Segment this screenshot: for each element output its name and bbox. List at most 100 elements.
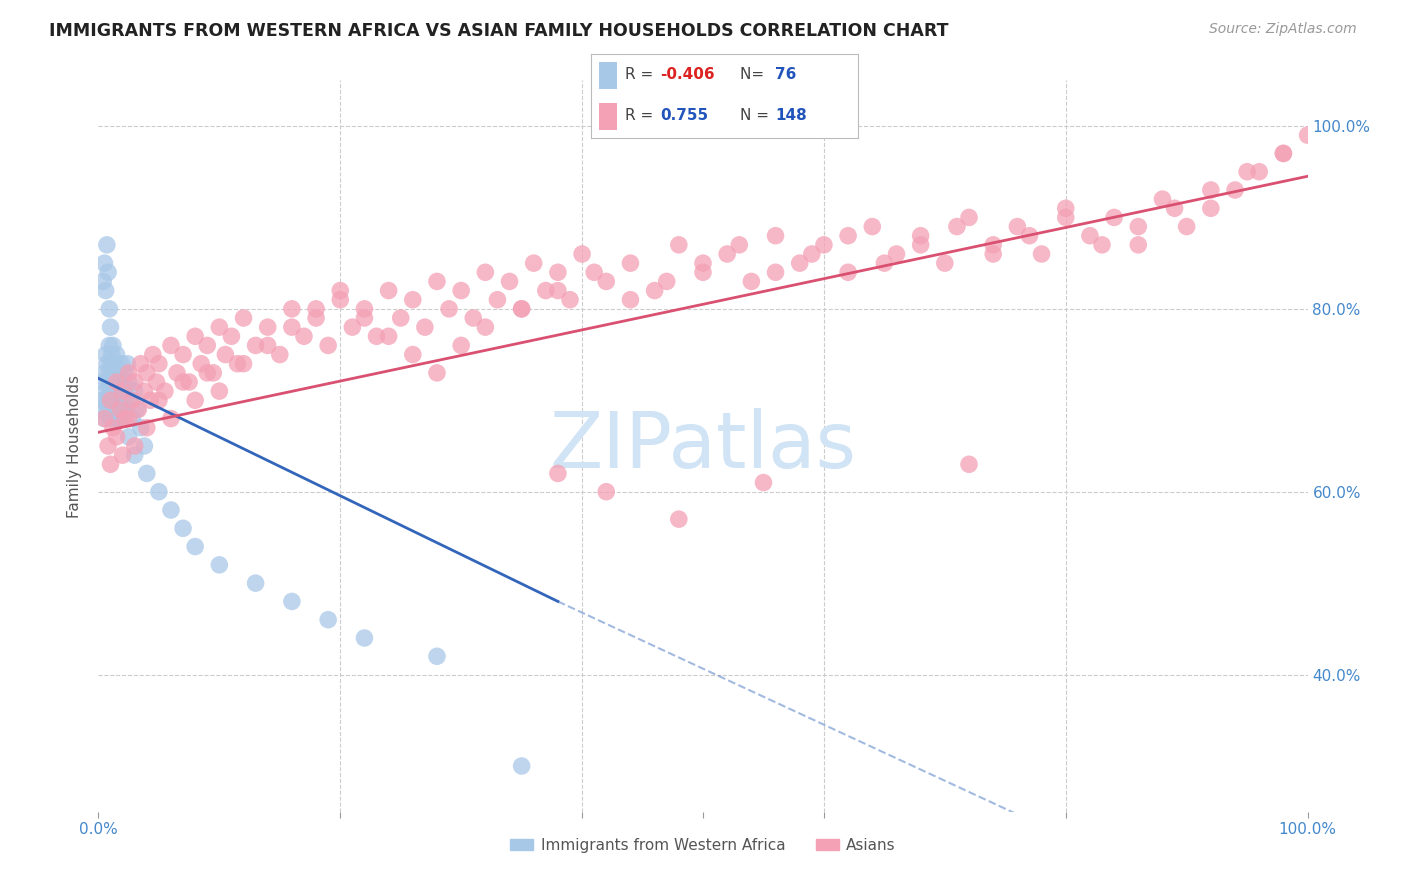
Point — [100, 393, 122, 408]
Text: 0.755: 0.755 — [659, 108, 709, 123]
Point — [934, 256, 956, 270]
Point — [1272, 146, 1295, 161]
Point — [90, 402, 112, 417]
Point — [103, 357, 125, 371]
Point — [101, 384, 124, 399]
Point — [135, 420, 157, 434]
Point — [353, 301, 375, 316]
Point — [226, 357, 249, 371]
Point — [305, 310, 328, 325]
Point — [104, 411, 127, 425]
Point — [668, 238, 690, 252]
Point — [329, 284, 352, 298]
Point — [108, 402, 131, 417]
Point — [534, 284, 557, 298]
Point — [981, 247, 1004, 261]
Point — [91, 275, 114, 289]
Point — [93, 366, 115, 380]
Point — [728, 238, 751, 252]
Text: N=: N= — [740, 67, 769, 82]
Point — [105, 430, 128, 444]
Point — [981, 238, 1004, 252]
Point — [957, 458, 980, 472]
Text: N =: N = — [740, 108, 769, 123]
Point — [644, 284, 666, 298]
Point — [96, 393, 118, 408]
Point — [129, 420, 152, 434]
Point — [366, 329, 388, 343]
Point — [148, 393, 170, 408]
Point — [94, 384, 117, 399]
Point — [450, 338, 472, 352]
Point — [789, 256, 811, 270]
Point — [957, 211, 980, 225]
Point — [98, 366, 121, 380]
Point — [110, 357, 132, 371]
Point — [96, 357, 118, 371]
Point — [837, 228, 859, 243]
Point — [716, 247, 738, 261]
Text: IMMIGRANTS FROM WESTERN AFRICA VS ASIAN FAMILY HOUSEHOLDS CORRELATION CHART: IMMIGRANTS FROM WESTERN AFRICA VS ASIAN … — [49, 22, 949, 40]
Point — [98, 338, 121, 352]
Point — [100, 411, 122, 425]
Point — [104, 357, 127, 371]
Point — [886, 247, 908, 261]
Point — [114, 411, 136, 425]
Point — [104, 393, 127, 408]
Point — [121, 393, 143, 408]
Point — [135, 467, 157, 481]
Text: -0.406: -0.406 — [659, 67, 714, 82]
Point — [97, 402, 120, 417]
Point — [111, 411, 134, 425]
Point — [740, 275, 762, 289]
Point — [103, 375, 125, 389]
Point — [97, 265, 120, 279]
Point — [547, 265, 569, 279]
Point — [160, 411, 183, 425]
Point — [281, 594, 304, 608]
Point — [160, 338, 183, 352]
Point — [202, 366, 225, 380]
Point — [595, 484, 617, 499]
Point — [108, 402, 131, 417]
Point — [108, 411, 131, 425]
Text: 148: 148 — [775, 108, 807, 123]
Point — [463, 310, 485, 325]
Text: ZIPatlas: ZIPatlas — [550, 408, 856, 484]
Point — [100, 384, 122, 399]
Point — [107, 375, 129, 389]
Point — [1102, 211, 1125, 225]
Point — [510, 759, 533, 773]
Point — [118, 411, 141, 425]
Point — [765, 228, 787, 243]
Point — [486, 293, 509, 307]
Point — [184, 393, 207, 408]
Legend: Immigrants from Western Africa, Asians: Immigrants from Western Africa, Asians — [503, 831, 903, 859]
Point — [619, 256, 641, 270]
Point — [118, 375, 141, 389]
Point — [1272, 146, 1295, 161]
Point — [172, 521, 194, 535]
Point — [108, 393, 131, 408]
Point — [353, 310, 375, 325]
Point — [583, 265, 606, 279]
Point — [208, 320, 231, 334]
Point — [353, 631, 375, 645]
Point — [94, 284, 117, 298]
Point — [124, 448, 146, 462]
Point — [214, 348, 236, 362]
Point — [139, 393, 162, 408]
Point — [800, 247, 823, 261]
Point — [118, 430, 141, 444]
Point — [195, 338, 218, 352]
Point — [91, 393, 114, 408]
Point — [1091, 238, 1114, 252]
Point — [910, 238, 932, 252]
Point — [837, 265, 859, 279]
Point — [124, 439, 146, 453]
Point — [256, 320, 278, 334]
Point — [148, 357, 170, 371]
Point — [129, 357, 152, 371]
Point — [1199, 183, 1222, 197]
Point — [692, 256, 714, 270]
